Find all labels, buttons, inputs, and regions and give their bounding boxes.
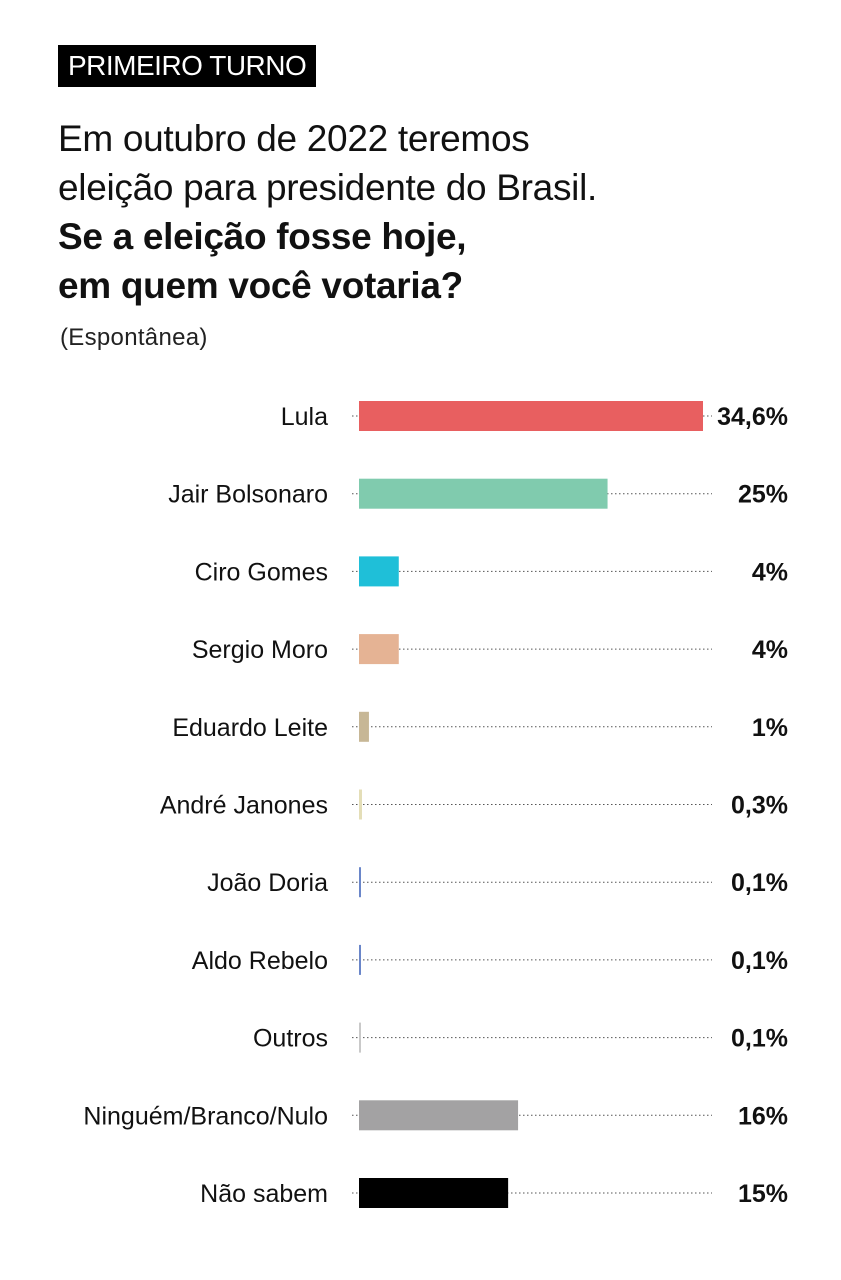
category-label: Ninguém/Branco/Nulo: [83, 1102, 328, 1130]
value-label: 0,1%: [731, 1025, 788, 1053]
bar: [359, 789, 362, 820]
category-label: Jair Bolsonaro: [168, 481, 328, 509]
category-label: Eduardo Leite: [172, 714, 328, 742]
chart-title: Em outubro de 2022 teremos eleição para …: [58, 114, 818, 310]
question-line-1: Se a eleição fosse hoje,: [58, 216, 467, 257]
bar: [359, 1178, 509, 1208]
category-label: Lula: [281, 403, 328, 431]
value-label: 16%: [738, 1102, 788, 1130]
category-label: Sergio Moro: [192, 636, 328, 664]
category-label: André Janones: [160, 792, 328, 820]
title-line-1: Em outubro de 2022 teremos: [58, 118, 530, 159]
category-label: Não sabem: [200, 1180, 328, 1208]
value-label: 34,6%: [717, 403, 788, 431]
category-label: Outros: [253, 1025, 328, 1053]
bar: [359, 401, 703, 431]
category-label: João Doria: [207, 869, 328, 897]
bar: [359, 1100, 519, 1131]
chart-subtitle: (Espontânea): [60, 324, 208, 351]
bar: [359, 478, 608, 509]
value-label: 15%: [738, 1180, 788, 1208]
bar: [359, 556, 399, 587]
category-label: Aldo Rebelo: [192, 947, 328, 975]
section-tag: PRIMEIRO TURNO: [58, 45, 317, 87]
bar: [359, 944, 361, 975]
value-label: 0,1%: [731, 869, 788, 897]
question-line-2: em quem você votaria?: [58, 265, 463, 306]
bar: [359, 1022, 361, 1053]
bar: [359, 867, 361, 898]
bar: [359, 711, 369, 742]
value-label: 0,3%: [731, 792, 788, 820]
bar: [359, 634, 399, 665]
value-label: 4%: [752, 636, 788, 664]
value-label: 4%: [752, 558, 788, 586]
value-label: 25%: [738, 481, 788, 509]
title-line-2: eleição para presidente do Brasil.: [58, 167, 597, 208]
value-label: 0,1%: [731, 947, 788, 975]
value-label: 1%: [752, 714, 788, 742]
category-label: Ciro Gomes: [195, 558, 328, 586]
